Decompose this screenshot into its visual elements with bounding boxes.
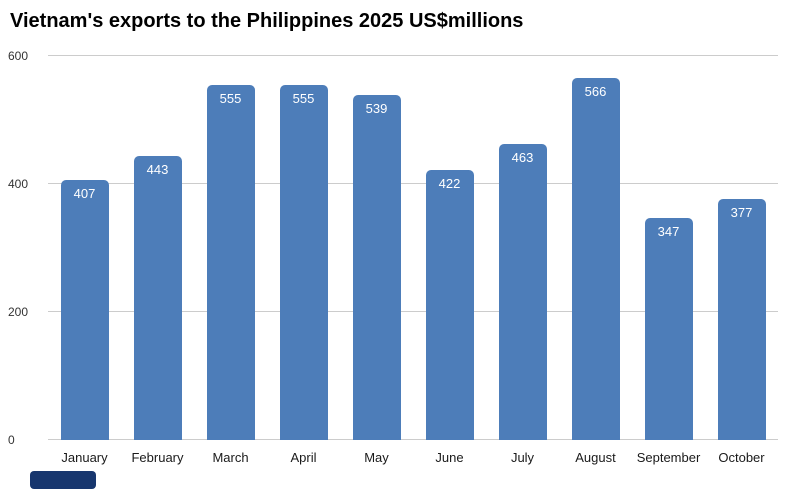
- bar-value-label: 422: [438, 175, 461, 191]
- bar-may: 539: [352, 95, 401, 440]
- bar-column: 463: [486, 56, 559, 440]
- x-axis-label-february: February: [131, 450, 184, 465]
- bar-april: 555: [279, 84, 328, 440]
- bar-column: 566: [559, 56, 632, 440]
- x-axis-label-october: October: [718, 450, 765, 465]
- bar-september: 347: [644, 217, 693, 440]
- x-axis-label-june: June: [435, 450, 464, 465]
- bar-july: 463: [498, 143, 547, 440]
- x-axis-label-august: August: [575, 450, 616, 465]
- bar-value-label: 377: [730, 204, 753, 220]
- x-axis-label-july: July: [510, 450, 535, 465]
- bar-january: 407: [60, 179, 109, 440]
- x-axis-labels: January February March April May June July Augu…: [48, 440, 778, 465]
- x-axis-label-april: April: [290, 450, 317, 465]
- bar-value-label: 566: [584, 83, 607, 99]
- gridline: [48, 183, 778, 184]
- y-axis-tick-label: 0: [8, 433, 15, 447]
- bars-row: 407 443 555 555 539 422 463 566 347 377: [48, 56, 778, 440]
- bar-value-label: 347: [657, 223, 680, 239]
- x-axis-label-march: March: [212, 450, 249, 465]
- bar-column: 555: [267, 56, 340, 440]
- bar-column: 422: [413, 56, 486, 440]
- bar-value-label: 443: [146, 162, 169, 178]
- bar-column: 539: [340, 56, 413, 440]
- bar-column: 347: [632, 56, 705, 440]
- x-axis-label-may: May: [364, 450, 389, 465]
- bar-column: 443: [121, 56, 194, 440]
- bar-value-label: 555: [292, 90, 315, 106]
- bar-column: 377: [705, 56, 778, 440]
- bar-column: 407: [48, 56, 121, 440]
- x-axis-label-september: September: [636, 450, 701, 465]
- y-axis-tick-label: 600: [8, 49, 29, 63]
- bar-value-label: 539: [365, 101, 388, 117]
- chart-title: Vietnam's exports to the Philippines 202…: [10, 10, 524, 32]
- bar-august: 566: [571, 77, 620, 440]
- gridline: [48, 311, 778, 312]
- gridline: [48, 439, 778, 440]
- bar-march: 555: [206, 84, 255, 440]
- plot-area: 0 200 400 600 407 443 555 555 539 422 463 566 347 377: [8, 50, 778, 446]
- bar-value-label: 463: [511, 149, 534, 165]
- logo-badge: [30, 471, 96, 489]
- gridline: [48, 55, 778, 56]
- bar-february: 443: [133, 156, 182, 440]
- y-axis-tick-label: 400: [8, 177, 29, 191]
- bar-value-label: 407: [73, 185, 96, 201]
- bar-value-label: 555: [219, 90, 242, 106]
- y-axis-tick-label: 200: [8, 305, 29, 319]
- bar-june: 422: [425, 169, 474, 440]
- bar-column: 555: [194, 56, 267, 440]
- x-axis-label-january: January: [61, 450, 108, 465]
- bar-october: 377: [717, 198, 766, 440]
